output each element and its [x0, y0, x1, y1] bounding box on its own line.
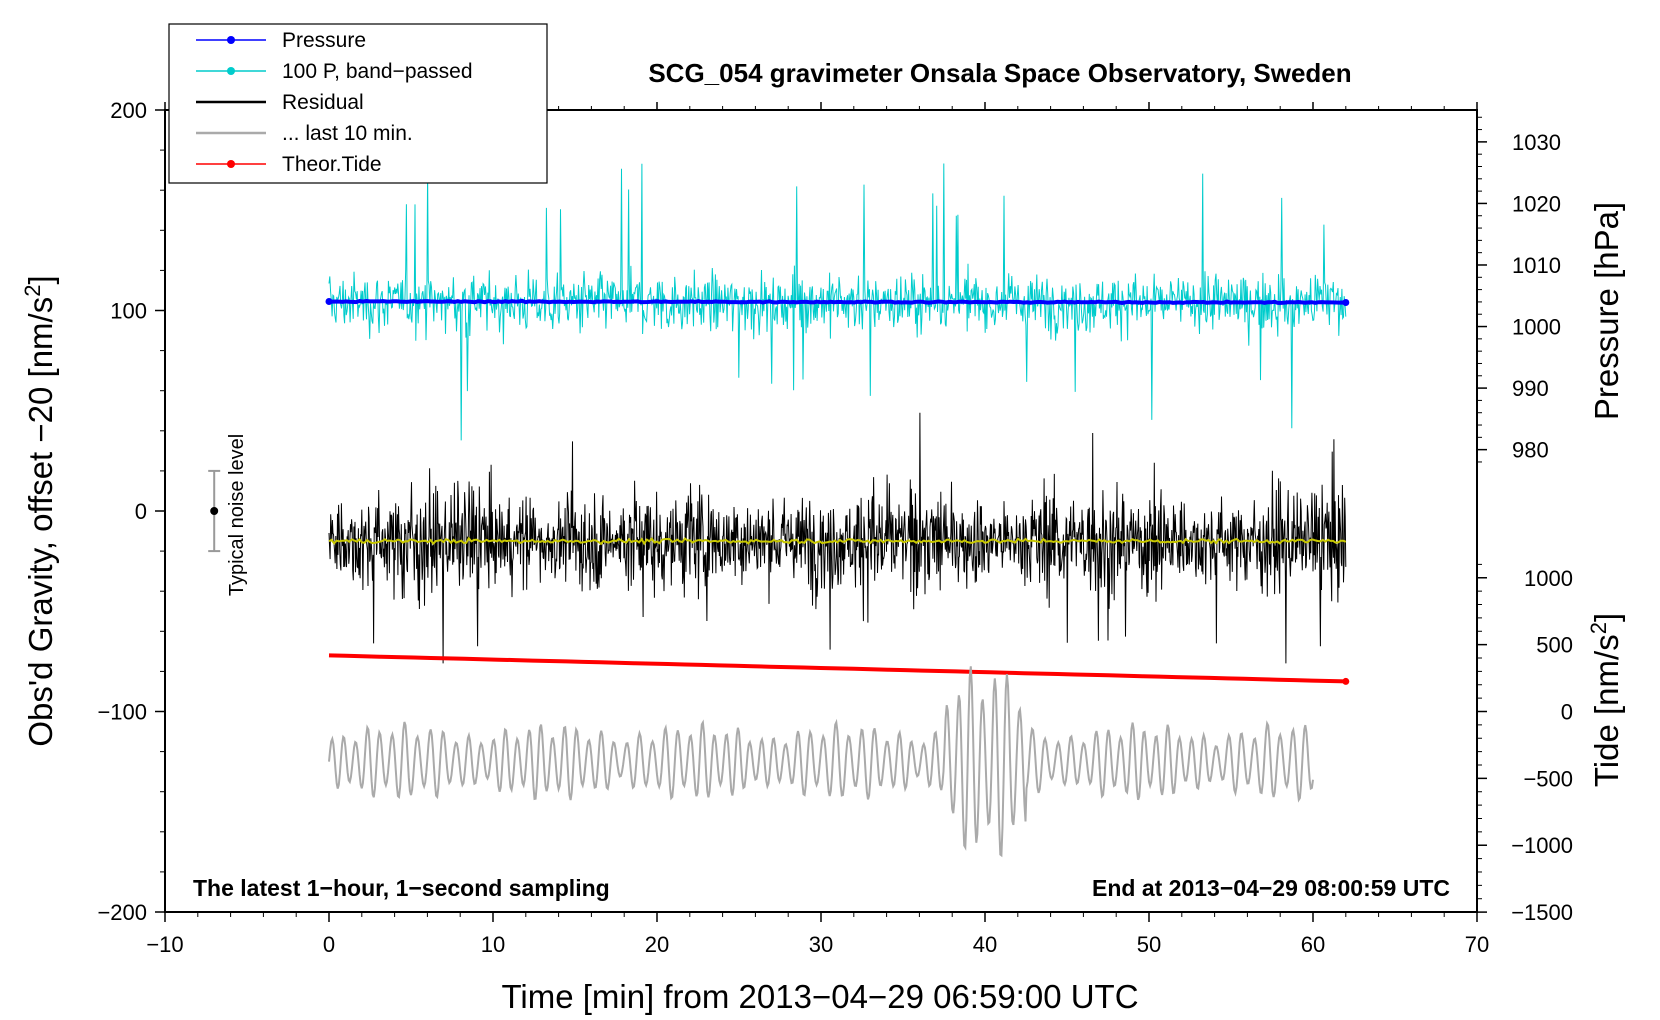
y-tick-label: −200 — [97, 900, 147, 925]
y-axis-ticks: −200 −100 0 100 200 — [97, 98, 165, 925]
y-tick-label: 0 — [135, 499, 147, 524]
tide-end-point — [1342, 677, 1350, 685]
pressure-tick-label: 1000 — [1512, 315, 1561, 340]
x-tick-label: 50 — [1137, 932, 1161, 957]
legend-label: ... last 10 min. — [282, 122, 413, 145]
y-tick-label: −100 — [97, 700, 147, 725]
tide-tick-label: −500 — [1523, 766, 1573, 791]
x-tick-label: 20 — [645, 932, 669, 957]
pressure-tick-label: 1030 — [1512, 130, 1561, 155]
legend-label: 100 P, band−passed — [282, 60, 473, 83]
x-tick-label: −10 — [146, 932, 183, 957]
legend-label: Pressure — [282, 29, 366, 52]
x-tick-label: 0 — [323, 932, 335, 957]
pressure-start-point — [325, 297, 333, 305]
legend-box — [168, 23, 548, 184]
pressure-tick-label: 1010 — [1512, 253, 1561, 278]
tide-line — [328, 653, 1346, 684]
y-axis-title-pressure: Pressure [hPa] — [1588, 202, 1625, 420]
legend-marker — [227, 67, 235, 75]
tide-tick-label: −1000 — [1511, 833, 1573, 858]
pressure-line — [328, 298, 1346, 306]
band-passed-line — [328, 163, 1347, 441]
x-tick-label: 30 — [809, 932, 833, 957]
noise-bar-center-point — [210, 507, 219, 515]
pressure-axis-ticks: 980 990 1000 1010 1020 1030 — [1477, 116, 1561, 463]
x-tick-label: 60 — [1301, 932, 1325, 957]
x-axis-title: Time [min] from 2013−04−29 06:59:00 UTC — [501, 978, 1138, 1015]
y-axis-title-tide: Tide [nm/s2] — [1586, 613, 1625, 787]
pressure-tick-label: 980 — [1512, 438, 1549, 463]
pressure-end-point — [1342, 298, 1350, 306]
legend-label: Theor.Tide — [282, 153, 382, 176]
last-10-min-line — [328, 666, 1314, 858]
tide-tick-label: −1500 — [1511, 900, 1573, 925]
pressure-tick-label: 990 — [1512, 376, 1549, 401]
legend-label: Residual — [282, 91, 364, 114]
y-tick-label: 200 — [110, 98, 147, 123]
noise-bar — [208, 469, 221, 553]
footer-left-label: The latest 1−hour, 1−second sampling — [193, 875, 610, 901]
x-tick-label: 40 — [973, 932, 997, 957]
tide-axis-ticks: −1500 −1000 −500 0 500 1000 — [1477, 563, 1573, 925]
y-tick-label: 100 — [110, 299, 147, 324]
y-axis-title-left: Obs'd Gravity, offset −20 [nm/s2] — [20, 275, 59, 746]
footer-right-label: End at 2013−04−29 08:00:59 UTC — [1092, 875, 1450, 901]
legend: Pressure 100 P, band−passed Residual ... la… — [168, 23, 548, 184]
series-layer — [325, 163, 1350, 858]
legend-marker — [227, 36, 235, 44]
chart-title: SCG_054 gravimeter Onsala Space Observat… — [648, 58, 1351, 88]
pressure-tick-label: 1020 — [1512, 191, 1561, 216]
residual-line — [328, 412, 1347, 664]
x-tick-label: 70 — [1465, 932, 1489, 957]
noise-level-label: Typical noise level — [226, 434, 248, 596]
smoothed-residual-line — [328, 536, 1347, 546]
legend-marker — [227, 160, 235, 168]
tide-tick-label: 500 — [1536, 633, 1573, 658]
tide-tick-label: 0 — [1561, 700, 1573, 725]
x-tick-label: 10 — [481, 932, 505, 957]
x-axis-ticks: −10 0 10 20 30 40 50 60 70 — [146, 102, 1489, 957]
tide-tick-label: 1000 — [1524, 566, 1573, 591]
